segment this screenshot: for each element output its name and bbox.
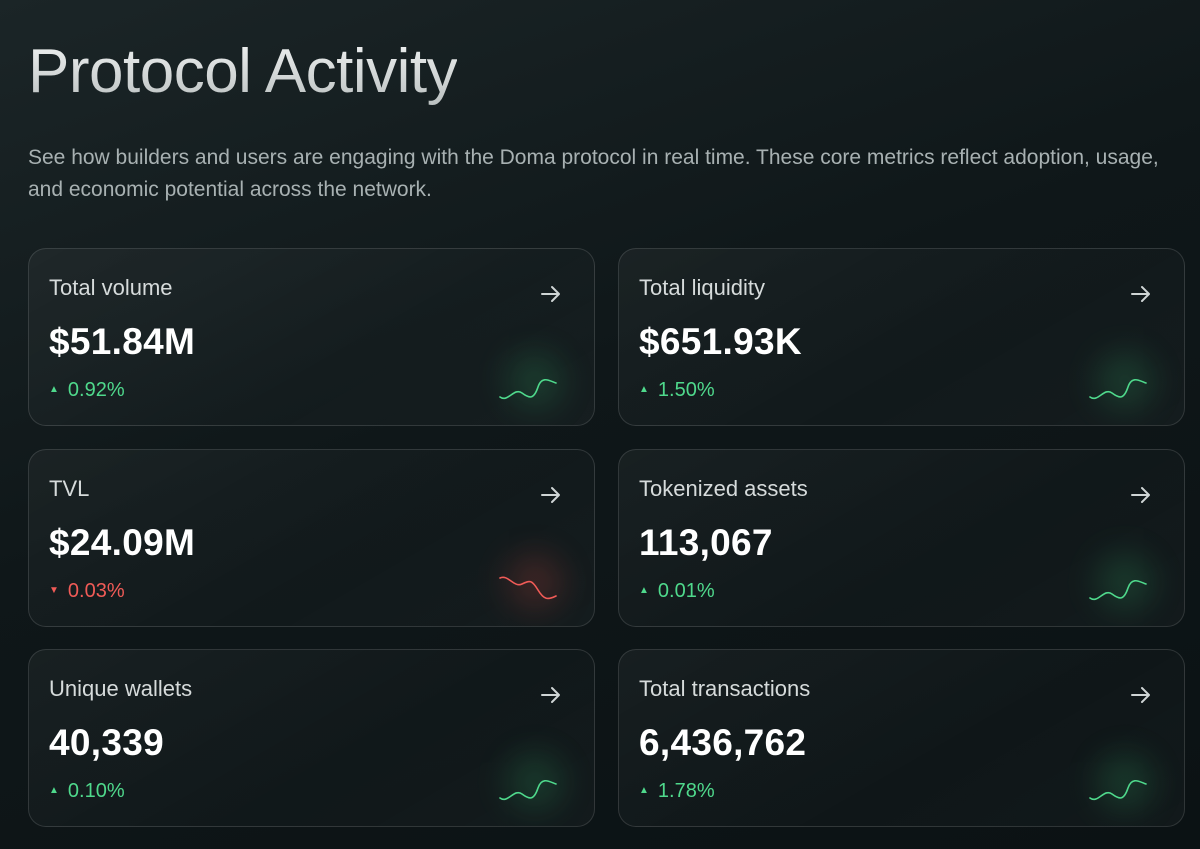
metric-value: $651.93K [639,321,802,362]
sparkline-glow [1080,341,1170,421]
triangle-down-icon: ▼ [49,585,59,596]
triangle-up-icon: ▲ [639,785,649,796]
metric-change: ▲ 1.50% [639,379,715,402]
metric-change: ▲ 1.78% [639,780,715,803]
metric-change-value: 1.78% [657,780,715,802]
metric-change-value: 0.03% [67,580,125,602]
arrow-right-icon[interactable] [1128,281,1154,307]
metric-label: Total liquidity [639,275,765,300]
metric-change: ▲ 0.10% [49,780,125,803]
metric-value: $24.09M [49,522,196,563]
sparkline-up-icon [499,779,557,801]
arrow-right-icon[interactable] [538,482,564,508]
metric-card-unique-wallets[interactable]: Unique wallets 40,339 ▲ 0.10% [28,649,595,827]
arrow-right-icon[interactable] [1128,482,1154,508]
sparkline-glow [490,542,580,622]
metric-change-value: 0.10% [67,780,125,802]
sparkline-up-icon [499,378,557,400]
metric-value: 113,067 [639,522,773,563]
metric-value: 40,339 [49,722,164,763]
sparkline-glow [490,742,580,822]
metric-label: Unique wallets [49,676,193,701]
metric-value: 6,436,762 [639,722,807,763]
page-subtitle: See how builders and users are engaging … [28,146,1159,201]
metric-change-value: 1.50% [657,379,715,401]
metric-card-total-transactions[interactable]: Total transactions 6,436,762 ▲ 1.78% [618,649,1185,827]
metric-card-tokenized-assets[interactable]: Tokenized assets 113,067 ▲ 0.01% [618,449,1185,627]
metric-value: $51.84M [49,321,196,362]
metric-change: ▼ 0.03% [49,580,125,603]
triangle-up-icon: ▲ [639,585,649,596]
metric-label: TVL [49,476,90,501]
arrow-right-icon[interactable] [538,682,564,708]
metric-card-total-volume[interactable]: Total volume $51.84M ▲ 0.92% [28,248,595,426]
metric-card-tvl[interactable]: TVL $24.09M ▼ 0.03% [28,449,595,627]
arrow-right-icon[interactable] [1128,682,1154,708]
sparkline-glow [1080,742,1170,822]
arrow-right-icon[interactable] [538,281,564,307]
sparkline-down-icon [499,576,557,600]
metric-change: ▲ 0.92% [49,379,125,402]
metric-change: ▲ 0.01% [639,580,715,603]
metric-change-value: 0.01% [657,580,715,602]
metric-change-value: 0.92% [67,379,125,401]
triangle-up-icon: ▲ [49,785,59,796]
sparkline-glow [1080,542,1170,622]
triangle-up-icon: ▲ [639,384,649,395]
metric-label: Tokenized assets [639,476,808,501]
metric-label: Total volume [49,275,173,300]
sparkline-up-icon [1089,779,1147,801]
triangle-up-icon: ▲ [49,384,59,395]
sparkline-up-icon [1089,579,1147,601]
sparkline-glow [490,341,580,421]
page-title: Protocol Activity [28,37,458,106]
sparkline-up-icon [1089,378,1147,400]
metric-label: Total transactions [639,676,811,701]
metric-card-total-liquidity[interactable]: Total liquidity $651.93K ▲ 1.50% [618,248,1185,426]
